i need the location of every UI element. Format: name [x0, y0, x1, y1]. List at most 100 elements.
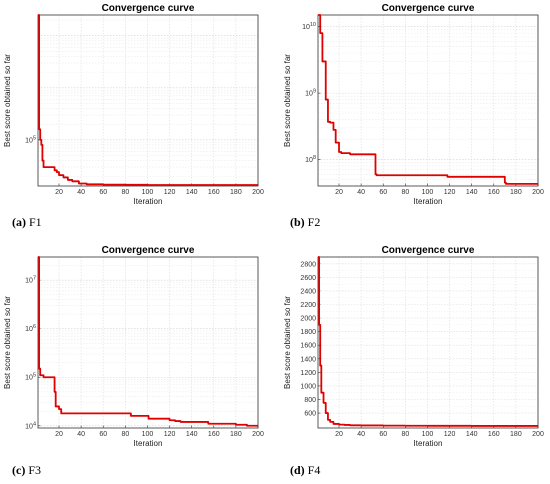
chart-f1: 20 40 60 80 100 120 140 160 180 200 105 Convergence…	[0, 0, 270, 212]
x-tick-label: 120	[164, 189, 176, 196]
chart-svg: 20 40 60 80 100 120 140 160 180 200 108 109 1010 Conv…	[283, 3, 544, 206]
x-tick-label: 180	[510, 431, 522, 438]
x-tick-label: 160	[208, 189, 220, 196]
caption-f1: (a) F1	[12, 215, 42, 230]
y-tick-label: 1400	[300, 356, 316, 363]
chart-svg: 20 40 60 80 100 120 140 160 180 200 600 800 1000 1200…	[283, 245, 544, 448]
x-tick-label: 40	[357, 431, 365, 438]
x-tick-label: 200	[532, 189, 544, 196]
y-tick-label: 109	[305, 89, 316, 98]
x-tick-label: 180	[230, 431, 242, 438]
x-axis-label: Iteration	[414, 197, 443, 206]
x-tick-label: 140	[186, 431, 198, 438]
y-tick-label: 800	[304, 397, 316, 404]
x-tick-label: 180	[230, 189, 242, 196]
convergence-line	[38, 14, 258, 186]
y-tick-label: 105	[25, 135, 36, 144]
x-tick-label: 180	[510, 189, 522, 196]
chart-title: Convergence curve	[102, 245, 195, 256]
chart-title: Convergence curve	[382, 245, 475, 256]
x-tick-label: 20	[335, 189, 343, 196]
plot-area	[318, 257, 538, 428]
x-tick-label: 80	[401, 189, 409, 196]
chart-svg: 20 40 60 80 100 120 140 160 180 200 105 Convergence…	[3, 3, 264, 206]
caption-f3: (c) F3	[12, 463, 41, 478]
convergence-line	[318, 256, 538, 427]
x-tick-label: 160	[488, 431, 500, 438]
axes-box	[317, 256, 539, 429]
x-tick-label: 120	[164, 431, 176, 438]
x-tick-label: 120	[444, 431, 456, 438]
y-tick-label: 2000	[300, 316, 316, 323]
y-tick-label: 1800	[300, 329, 316, 336]
x-tick-label: 140	[186, 189, 198, 196]
chart-svg: 20 40 60 80 100 120 140 160 180 200 104 105 106 107 Co…	[3, 245, 264, 448]
caption-name: F4	[307, 463, 321, 477]
x-tick-label: 100	[142, 189, 154, 196]
chart-title: Convergence curve	[102, 3, 195, 14]
x-tick-label: 60	[379, 189, 387, 196]
y-tick-label: 106	[25, 324, 36, 333]
x-tick-label: 40	[77, 431, 85, 438]
y-tick-label: 1600	[300, 343, 316, 350]
x-tick-label: 140	[466, 431, 478, 438]
y-tick-label: 104	[25, 421, 36, 430]
y-tick-label: 600	[304, 411, 316, 418]
x-tick-label: 80	[121, 189, 129, 196]
y-axis-label: Best score obtained so far	[283, 54, 292, 147]
caption-tag: (a)	[12, 215, 26, 229]
caption-tag: (d)	[290, 463, 305, 477]
x-tick-label: 100	[422, 431, 434, 438]
caption-name: F3	[28, 463, 42, 477]
x-tick-label: 20	[55, 431, 63, 438]
x-tick-label: 200	[252, 431, 264, 438]
y-axis-label: Best score obtained so far	[3, 296, 12, 389]
x-tick-label: 200	[532, 431, 544, 438]
axes-box	[37, 14, 259, 187]
y-tick-label: 1000	[300, 383, 316, 390]
chart-f4: 20 40 60 80 100 120 140 160 180 200 600 800 1000 1200…	[280, 242, 550, 454]
caption-f2: (b) F2	[290, 215, 320, 230]
y-tick-label: 2400	[300, 288, 316, 295]
x-tick-label: 20	[55, 189, 63, 196]
x-tick-label: 60	[99, 189, 107, 196]
x-tick-label: 40	[77, 189, 85, 196]
caption-name: F2	[307, 215, 321, 229]
convergence-line	[38, 256, 258, 427]
chart-title: Convergence curve	[382, 3, 475, 14]
x-tick-label: 80	[121, 431, 129, 438]
x-tick-label: 20	[335, 431, 343, 438]
x-tick-label: 140	[466, 189, 478, 196]
x-tick-label: 60	[99, 431, 107, 438]
y-tick-label: 108	[305, 155, 316, 164]
chart-f2: 20 40 60 80 100 120 140 160 180 200 108 109 1010 Conv…	[280, 0, 550, 212]
caption-tag: (c)	[12, 463, 26, 477]
chart-f3: 20 40 60 80 100 120 140 160 180 200 104 105 106 107 Co…	[0, 242, 270, 454]
x-tick-label: 160	[208, 431, 220, 438]
x-axis-label: Iteration	[134, 197, 163, 206]
x-tick-label: 100	[422, 189, 434, 196]
x-tick-label: 40	[357, 189, 365, 196]
y-tick-label: 107	[25, 276, 36, 285]
plot-area	[38, 257, 258, 428]
y-tick-label: 2600	[300, 275, 316, 282]
x-tick-label: 120	[444, 189, 456, 196]
caption-f4: (d) F4	[290, 463, 320, 478]
y-tick-label: 2800	[300, 261, 316, 268]
x-tick-label: 160	[488, 189, 500, 196]
y-tick-label: 2200	[300, 302, 316, 309]
plot-area	[318, 15, 538, 186]
x-tick-label: 200	[252, 189, 264, 196]
axes-box	[37, 256, 259, 429]
y-axis-label: Best score obtained so far	[3, 54, 12, 147]
axes-box	[317, 14, 539, 187]
y-axis-label: Best score obtained so far	[283, 296, 292, 389]
x-tick-label: 60	[379, 431, 387, 438]
x-axis-label: Iteration	[134, 439, 163, 448]
y-tick-label: 1010	[302, 22, 316, 31]
x-tick-label: 100	[142, 431, 154, 438]
y-tick-label: 105	[25, 373, 36, 382]
y-tick-label: 1200	[300, 370, 316, 377]
caption-tag: (b)	[290, 215, 305, 229]
convergence-line	[318, 14, 538, 185]
